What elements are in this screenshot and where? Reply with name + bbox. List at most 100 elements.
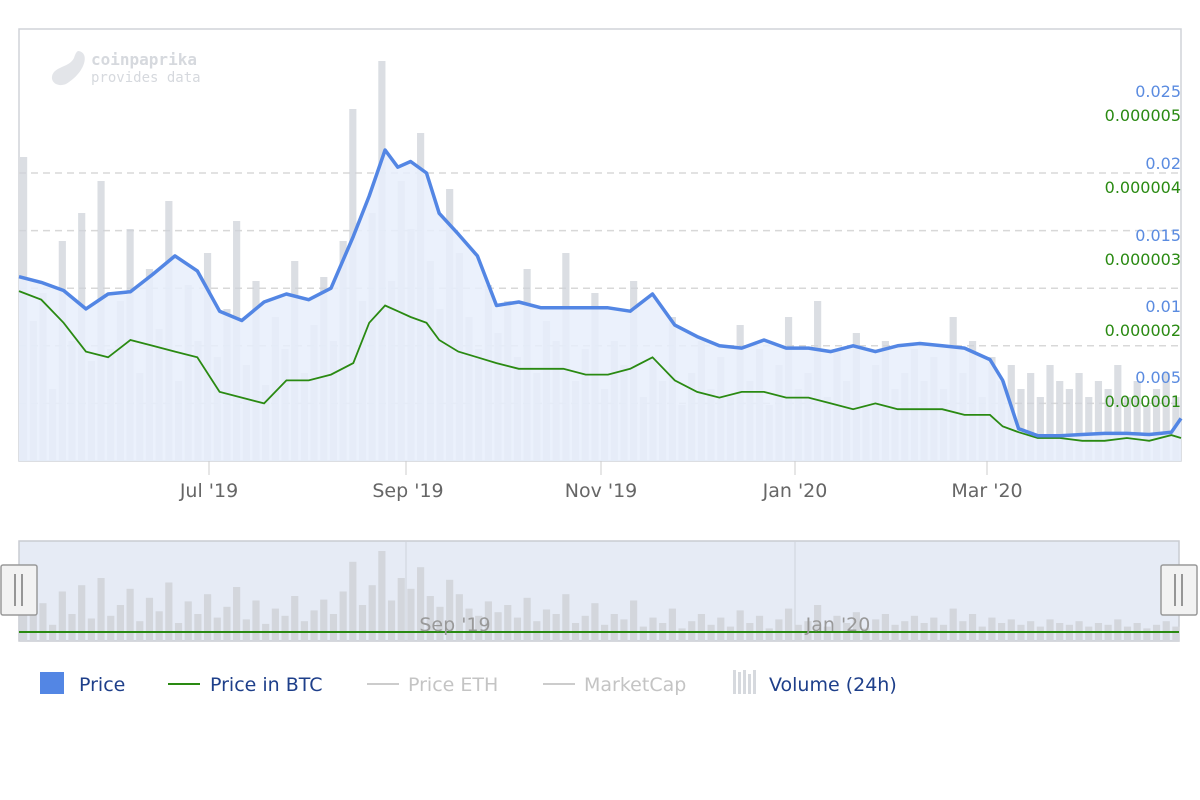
- navigator-volume-bar: [87, 618, 95, 641]
- navigator-volume-bar: [1036, 626, 1044, 641]
- navigator-volume-bar: [823, 626, 831, 641]
- navigator-volume-bar: [814, 605, 822, 641]
- navigator-volume-bar: [417, 567, 425, 641]
- navigator-volume-bar: [165, 582, 173, 641]
- navigator-volume-bar: [872, 619, 880, 641]
- x-tick-label: Jul '19: [179, 480, 238, 502]
- legend-item-price-btc[interactable]: Price in BTC: [168, 674, 323, 696]
- chili-icon: [51, 51, 85, 86]
- y-tick-btc: 0.000001: [1105, 392, 1181, 411]
- navigator-volume-bar: [1123, 626, 1132, 641]
- navigator-volume-bar: [1085, 626, 1093, 641]
- navigator-volume-bar: [310, 610, 318, 641]
- navigator-volume-bar: [68, 614, 76, 641]
- navigator-handle-right[interactable]: [1160, 564, 1198, 616]
- volume-bar: [1094, 381, 1103, 461]
- navigator-volume-bar: [252, 600, 260, 641]
- navigator-volume-bar: [610, 614, 618, 641]
- navigator-volume-bar: [968, 614, 977, 641]
- x-tick-label: Sep '19: [372, 480, 443, 502]
- navigator-volume-bar: [504, 605, 512, 641]
- navigator-volume-bar: [446, 579, 454, 641]
- navigator-volume-bar: [755, 615, 764, 641]
- legend-symbol-bars: [733, 670, 756, 694]
- navigator-volume-bar: [78, 585, 86, 641]
- navigator-volume-bar: [155, 611, 163, 641]
- navigator-background[interactable]: [18, 540, 1180, 642]
- navigator-volume-bar: [407, 588, 415, 641]
- navigator-volume-bar: [949, 608, 957, 641]
- navigator-volume-bar: [242, 619, 250, 641]
- navigator-tick-label: Jan '20: [805, 614, 871, 636]
- navigator-volume-bar: [552, 614, 560, 641]
- y-tick-price: 0.025: [1135, 82, 1181, 101]
- navigator-volume-bar: [1114, 619, 1122, 641]
- navigator-volume-bar: [978, 626, 986, 641]
- navigator-volume-bar: [194, 614, 202, 641]
- navigator-volume-bar: [862, 628, 870, 641]
- y-axis-price: 0.025 0.02 0.015 0.01 0.005: [1135, 82, 1181, 387]
- volume-bar: [1065, 389, 1073, 461]
- navigator-volume-bar: [465, 608, 473, 641]
- navigator-volume-bar: [765, 628, 773, 641]
- navigator-volume-bar: [1172, 626, 1180, 641]
- navigator-volume-bar: [542, 609, 551, 641]
- volume-bar: [1027, 373, 1035, 461]
- navigator-volume-bar: [436, 606, 444, 641]
- y-tick-btc: 0.000004: [1105, 178, 1181, 197]
- legend-item-marketcap[interactable]: MarketCap: [543, 674, 686, 696]
- navigator-volume-bar: [562, 594, 570, 641]
- navigator-volume-bar: [726, 626, 735, 641]
- navigator-volume-bar: [281, 615, 289, 641]
- navigator-volume-bar: [116, 605, 125, 641]
- navigator-tick-label: Sep '19: [419, 614, 490, 636]
- navigator-volume-bar: [649, 617, 657, 641]
- navigator-volume-bar: [271, 608, 279, 641]
- navigator-volume-bar: [387, 600, 396, 641]
- navigator-volume-bar: [58, 591, 66, 641]
- navigator-volume-bar: [988, 617, 996, 641]
- y-axis-btc: 0.000005 0.000004 0.000003 0.000002 0.00…: [1105, 106, 1181, 411]
- volume-bar: [1017, 389, 1025, 461]
- navigator-volume-bar: [1007, 619, 1015, 641]
- navigator-volume-bar: [475, 615, 483, 641]
- y-tick-price: 0.015: [1135, 226, 1181, 245]
- legend-label: Price in BTC: [210, 674, 323, 696]
- navigator-volume-bar: [668, 608, 676, 641]
- navigator-volume-bar: [184, 601, 192, 641]
- navigator-volume-bar: [1143, 628, 1151, 641]
- volume-bar: [1114, 365, 1122, 461]
- legend-label: Volume (24h): [769, 674, 897, 696]
- volume-bar: [1123, 397, 1132, 461]
- navigator-volume-bar: [620, 619, 628, 641]
- x-tick-label: Nov '19: [565, 480, 638, 502]
- navigator[interactable]: Sep '19 Jan '20: [0, 540, 1198, 642]
- navigator-volume-bar: [784, 608, 793, 641]
- navigator-volume-bar: [678, 628, 686, 641]
- y-tick-btc: 0.000002: [1105, 321, 1181, 340]
- navigator-volume-bar: [339, 591, 347, 641]
- navigator-volume-bar: [523, 597, 531, 641]
- navigator-volume-bar: [697, 614, 706, 641]
- volume-bar: [1036, 397, 1044, 461]
- navigator-volume-bar: [223, 606, 231, 641]
- price-area: [19, 150, 1181, 461]
- navigator-volume-bar: [513, 617, 522, 641]
- navigator-handle-left[interactable]: [0, 564, 38, 616]
- y-tick-price: 0.01: [1145, 297, 1181, 316]
- navigator-volume-bar: [630, 600, 638, 641]
- navigator-volume-bar: [426, 596, 434, 641]
- legend-item-volume[interactable]: Volume (24h): [733, 670, 897, 696]
- navigator-volume-bar: [145, 597, 154, 641]
- navigator-volume-bar: [368, 585, 376, 641]
- y-tick-price: 0.02: [1145, 154, 1181, 173]
- legend: Price Price in BTC Price ETH MarketCap: [40, 670, 897, 696]
- legend-item-price-eth[interactable]: Price ETH: [367, 674, 498, 696]
- x-axis: Jul '19 Sep '19 Nov '19 Jan '20 Mar '20: [179, 461, 1023, 502]
- legend-item-price[interactable]: Price: [40, 672, 125, 696]
- legend-label: MarketCap: [584, 674, 686, 696]
- navigator-volume-bar: [29, 609, 37, 641]
- navigator-volume-bar: [775, 619, 783, 641]
